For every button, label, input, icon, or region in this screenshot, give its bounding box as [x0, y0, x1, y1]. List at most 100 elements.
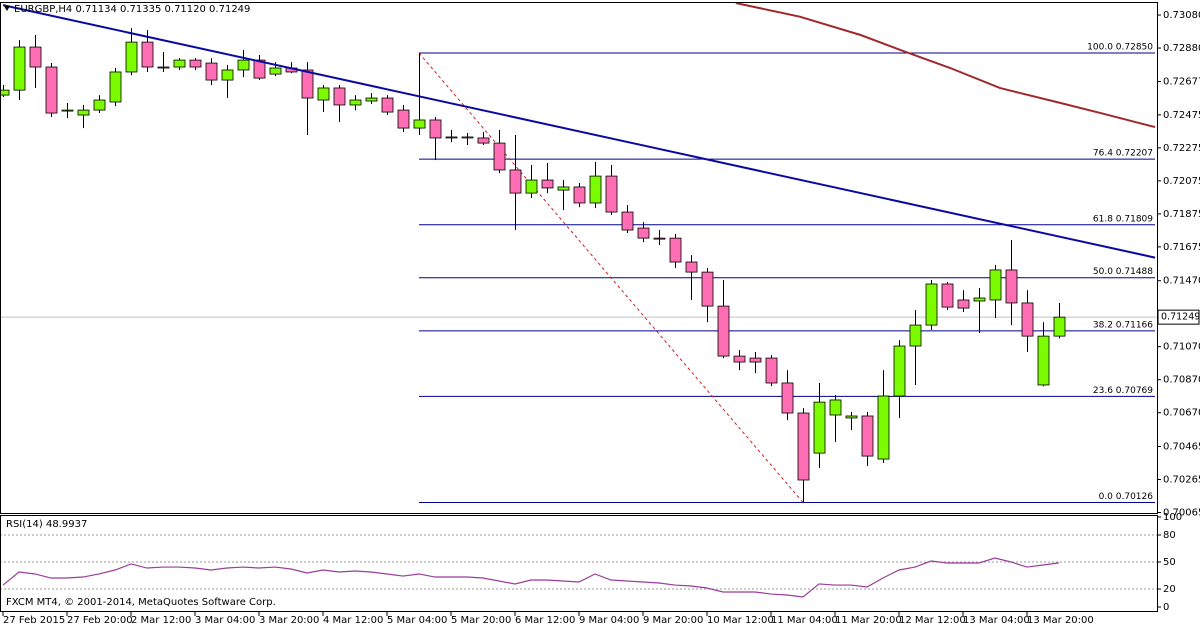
x-tick-label: 3 Mar 20:00: [259, 615, 319, 626]
candle-body: [557, 186, 570, 191]
candle-body: [989, 269, 1002, 301]
candle-body: [1021, 302, 1034, 337]
candle-body: [973, 297, 986, 302]
candle-body: [205, 62, 218, 81]
x-tick-label: 6 Mar 12:00: [515, 615, 575, 626]
x-tick-label: 3 Mar 04:00: [195, 615, 255, 626]
rsi-y-tick-label: 50: [1163, 557, 1176, 568]
candle-body: [157, 66, 170, 69]
candle-body: [77, 109, 90, 116]
candle-body: [13, 46, 26, 91]
candle-body: [925, 283, 938, 326]
footer: FXCM MT4, © 2001-2014, MetaQuotes Softwa…: [6, 597, 276, 608]
rsi-y-tick-label: 80: [1163, 530, 1176, 541]
x-tick-label: 11 Mar 04:00: [771, 615, 838, 626]
candle-body: [349, 99, 362, 106]
rsi-line: [2, 557, 1060, 598]
fib-label: 76.4 0.72207: [1093, 149, 1153, 159]
candle-body: [941, 283, 954, 308]
candle-body: [173, 59, 186, 68]
rsi-y-tick-label: 0: [1163, 602, 1169, 613]
candle-body: [829, 399, 842, 416]
rsi-plot: [1, 534, 1157, 598]
candle-body: [701, 271, 714, 307]
y-tick-label: 0.70465: [1163, 442, 1200, 453]
y-tick-label: 0.72677: [1163, 77, 1200, 88]
fib-label: 23.6 0.70769: [1093, 386, 1153, 396]
candle-body: [429, 119, 442, 139]
candle-body: [717, 305, 730, 357]
y-tick-label: 0.72075: [1163, 176, 1200, 187]
moving-average: [735, 3, 1156, 129]
fib-label: 100.0 0.72850: [1087, 42, 1153, 52]
candle-body: [1053, 316, 1066, 337]
fib-label: 0.0 0.70126: [1099, 492, 1154, 502]
candle-body: [413, 119, 426, 129]
rsi-title: RSI(14) 48.9937: [6, 519, 87, 530]
x-tick-label: 11 Mar 20:00: [835, 615, 902, 626]
candle-body: [61, 109, 74, 112]
x-tick-label: 27 Feb 20:00: [67, 615, 133, 626]
x-tick-label: 5 Mar 20:00: [451, 615, 511, 626]
candle-body: [957, 299, 970, 309]
rsi-y-tick-label: 20: [1163, 584, 1176, 595]
candle-body: [45, 66, 58, 114]
candle-body: [781, 382, 794, 414]
x-tick-label: 13 Mar 20:00: [1027, 615, 1094, 626]
fib-label: 50.0 0.71488: [1093, 267, 1153, 277]
candle-body: [1037, 335, 1050, 386]
candle-body: [1, 89, 10, 96]
main-frame: [0, 2, 1158, 514]
y-tick-label: 0.71875: [1163, 209, 1200, 220]
candle-body: [477, 137, 490, 144]
candle-body: [877, 395, 890, 460]
candle-body: [621, 211, 634, 231]
candle-body: [141, 41, 154, 68]
candle-body: [813, 401, 826, 454]
candle-body: [637, 227, 650, 239]
x-tick-label: 9 Mar 20:00: [643, 615, 703, 626]
x-tick-label: 12 Mar 12:00: [899, 615, 966, 626]
candle-body: [301, 69, 314, 99]
candle-body: [189, 59, 202, 68]
x-tick-label: 5 Mar 04:00: [387, 615, 447, 626]
chart-title: EURGBP,H4 0.71134 0.71335 0.71120 0.7124…: [14, 4, 250, 15]
candle-body: [909, 324, 922, 347]
retracement-line: [418, 52, 804, 503]
candle-body: [445, 136, 458, 139]
last-price-box: [1157, 309, 1200, 325]
candle-body: [221, 69, 234, 81]
candle-body: [397, 109, 410, 129]
candle-body: [541, 179, 554, 189]
x-tick-label: 9 Mar 04:00: [579, 615, 639, 626]
candle-body: [317, 87, 330, 101]
candle-body: [653, 237, 666, 240]
y-tick-label: 0.72475: [1163, 110, 1200, 121]
fib-label: 38.2 0.71166: [1093, 320, 1153, 330]
candle-body: [749, 357, 762, 363]
candle-body: [333, 87, 346, 106]
candle-body: [365, 97, 378, 102]
candle-body: [269, 67, 282, 75]
candle-body: [845, 415, 858, 419]
x-tick-label: 13 Mar 04:00: [963, 615, 1030, 626]
candle-body: [253, 59, 266, 79]
y-tick-label: 0.70065: [1163, 508, 1200, 519]
y-tick-label: 0.72275: [1163, 143, 1200, 154]
menu-arrow: [4, 6, 10, 11]
trendline: [2, 4, 1156, 259]
fib-label: 61.8 0.71809: [1093, 214, 1153, 224]
candle-body: [589, 175, 602, 204]
x-tick-label: 10 Mar 12:00: [707, 615, 774, 626]
candle-body: [685, 261, 698, 273]
rsi-y-tick-label: 100: [1163, 512, 1182, 523]
candle-body: [669, 237, 682, 263]
